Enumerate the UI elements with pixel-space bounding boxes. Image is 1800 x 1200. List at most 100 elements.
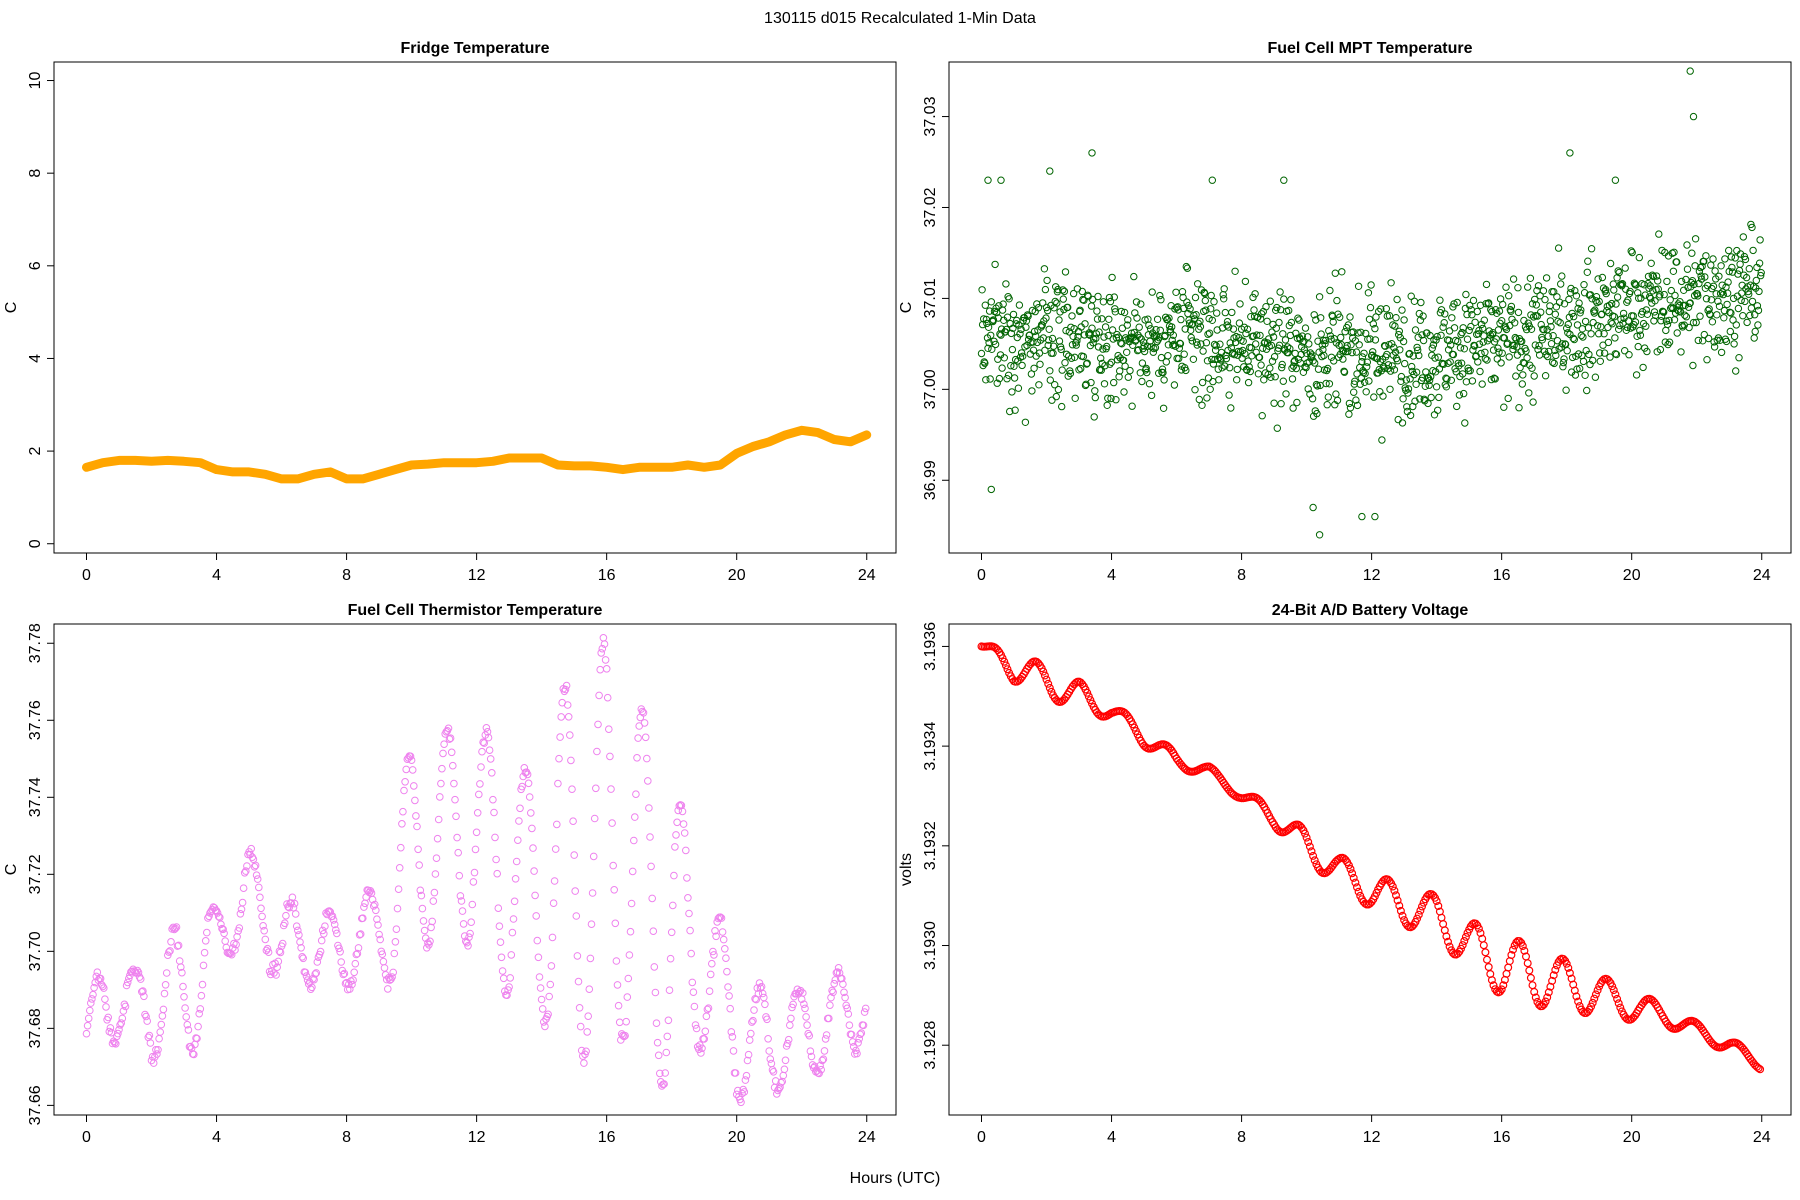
data-point: [1612, 350, 1621, 359]
data-point: [984, 323, 993, 331]
data-point: [1617, 315, 1625, 323]
data-point: [1498, 349, 1506, 357]
data-point: [1043, 276, 1051, 285]
data-point: [1079, 295, 1087, 304]
data-point: [1147, 391, 1156, 400]
data-point: [1332, 390, 1340, 398]
data-point: [1573, 365, 1581, 373]
data-point: [1495, 987, 1504, 996]
data-point: [175, 957, 184, 965]
data-point: [428, 917, 437, 926]
data-point: [1051, 297, 1059, 306]
data-point: [1490, 374, 1498, 382]
data-point: [1158, 365, 1167, 373]
data-point: [1581, 317, 1590, 326]
data-point: [1554, 244, 1563, 252]
data-point: [1110, 293, 1119, 301]
data-point: [1329, 318, 1337, 326]
data-point: [1221, 308, 1230, 317]
data-point: [984, 344, 992, 352]
data-point: [100, 984, 108, 992]
data-point: [1564, 320, 1573, 329]
data-point: [1049, 342, 1058, 350]
data-point: [1074, 333, 1082, 341]
data-point: [485, 746, 494, 755]
data-point: [1213, 309, 1221, 317]
series-line: [82, 425, 872, 484]
data-point: [1366, 335, 1374, 343]
data-point: [761, 1000, 769, 1009]
data-point: [1468, 920, 1477, 929]
data-point: [1413, 914, 1422, 923]
data-point: [449, 761, 457, 770]
data-point: [131, 968, 140, 976]
data-point: [1386, 367, 1395, 375]
data-point: [684, 894, 692, 902]
data-point: [1504, 963, 1513, 972]
data-point: [1713, 311, 1721, 319]
data-point: [1301, 363, 1309, 371]
data-point: [1469, 346, 1477, 354]
data-point: [1573, 321, 1582, 329]
data-point: [411, 796, 419, 805]
data-point: [512, 857, 521, 866]
data-point: [1714, 334, 1723, 342]
data-point: [1550, 288, 1558, 296]
data-point: [1500, 403, 1508, 411]
data-point: [1395, 901, 1404, 910]
data-point: [810, 1062, 819, 1071]
data-point: [1388, 362, 1396, 370]
data-point: [1436, 296, 1444, 304]
data-point: [1270, 399, 1278, 407]
data-point: [1226, 339, 1234, 347]
data-point: [1471, 318, 1479, 326]
data-point: [1398, 419, 1407, 427]
x-tick-label: 0: [82, 567, 91, 584]
data-point: [1626, 287, 1634, 296]
data-point: [1136, 333, 1144, 342]
data-point: [1187, 333, 1195, 342]
data-point: [607, 785, 615, 793]
data-point: [1138, 359, 1147, 367]
data-point: [1507, 950, 1516, 959]
data-point: [1008, 345, 1017, 354]
data-point: [1159, 404, 1168, 412]
data-point: [340, 969, 349, 978]
data-point: [828, 986, 836, 995]
data-point: [1479, 941, 1488, 950]
data-point: [1565, 295, 1573, 304]
data-point: [1358, 353, 1367, 361]
data-point: [1175, 354, 1183, 363]
data-point: [1457, 330, 1465, 339]
data-point: [596, 665, 605, 674]
data-point: [987, 331, 995, 339]
data-point: [1513, 351, 1522, 359]
data-point: [1757, 269, 1765, 277]
data-point: [1214, 355, 1222, 363]
data-point: [1476, 301, 1485, 309]
data-point: [1324, 364, 1332, 373]
data-point: [447, 748, 456, 757]
data-point: [541, 1022, 549, 1031]
data-point: [142, 1012, 150, 1021]
data-point: [1393, 896, 1402, 905]
data-point: [1201, 296, 1210, 305]
data-point: [1338, 268, 1346, 276]
data-point: [537, 995, 546, 1004]
data-point: [501, 987, 509, 996]
data-point: [1360, 378, 1369, 386]
data-point: [718, 928, 727, 936]
data-point: [1732, 321, 1741, 329]
data-point: [1526, 973, 1535, 982]
data-point: [1527, 325, 1536, 333]
data-point: [353, 949, 362, 958]
y-tick-label: 2: [27, 447, 44, 456]
data-point: [1189, 320, 1197, 328]
data-point: [1094, 292, 1102, 301]
data-point: [454, 848, 463, 857]
data-point: [1177, 315, 1185, 324]
data-point: [486, 755, 495, 763]
data-point: [1584, 257, 1592, 265]
data-point: [1388, 882, 1397, 891]
